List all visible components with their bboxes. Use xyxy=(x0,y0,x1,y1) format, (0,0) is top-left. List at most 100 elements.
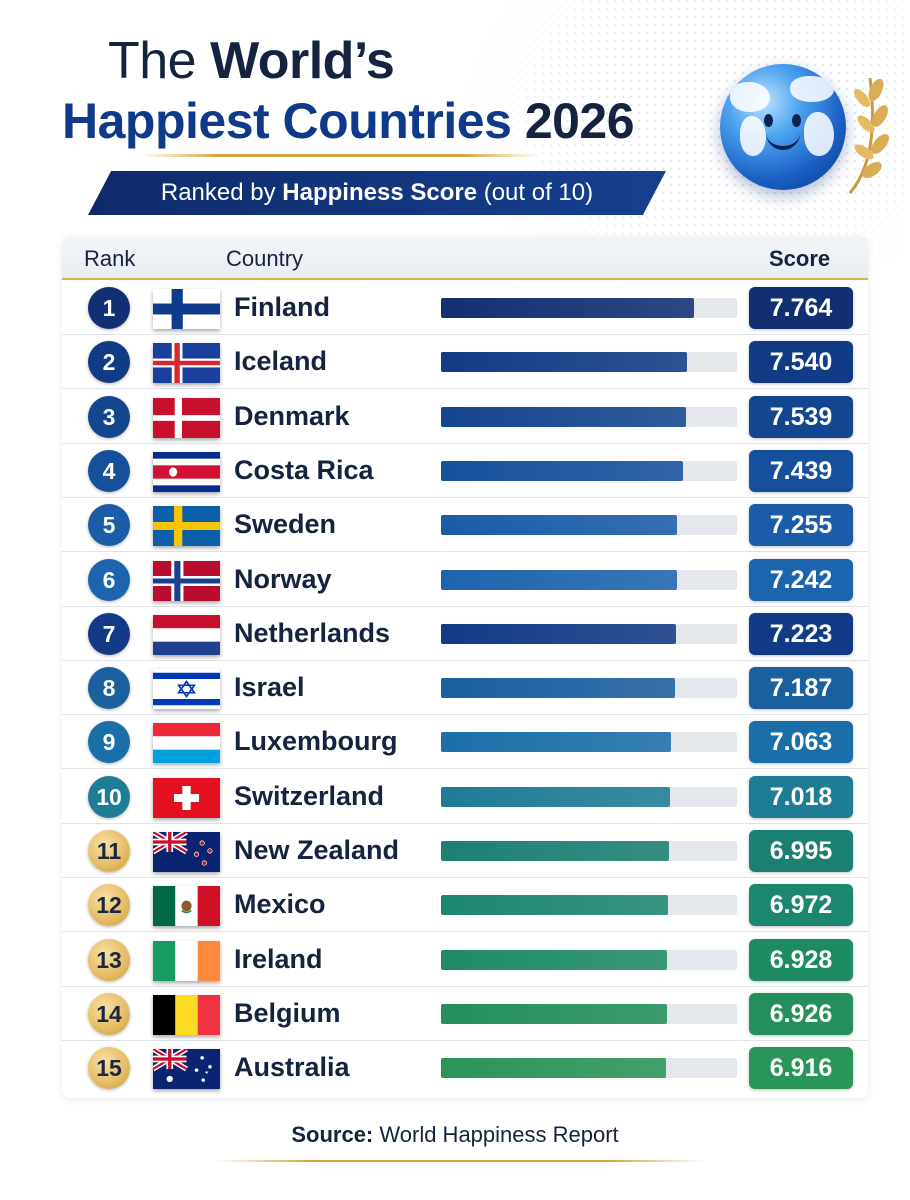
table-header: Rank Country Score xyxy=(62,236,868,280)
score-bar xyxy=(441,460,684,481)
table-row: 7 Netherlands 7.223 xyxy=(62,607,868,661)
country-name: Luxembourg xyxy=(234,726,398,757)
belgium-flag-icon xyxy=(153,994,220,1035)
globe-icon xyxy=(720,64,846,190)
subtitle-pre: Ranked by xyxy=(160,179,276,206)
table-row: 8 Israel 7.187 xyxy=(62,661,868,716)
bar-track xyxy=(441,406,737,427)
table-row: 15 Australia 6.916 xyxy=(62,1041,868,1095)
luxembourg-flag-icon xyxy=(153,723,220,764)
title-year: 2026 xyxy=(524,93,635,149)
country-name: Belgium xyxy=(234,997,341,1028)
country-name: Ireland xyxy=(234,943,323,974)
rank-badge: 5 xyxy=(88,504,130,547)
table-row: 11 New Zealand 6.995 xyxy=(62,824,868,878)
bar-track xyxy=(441,352,737,373)
rank-badge: 6 xyxy=(88,558,130,601)
score-bar xyxy=(441,569,677,590)
table-row: 14 Belgium 6.926 xyxy=(62,987,868,1041)
finland-flag-icon xyxy=(153,289,220,329)
bar-track xyxy=(441,895,737,916)
score-value: 6.926 xyxy=(749,992,853,1035)
title-divider xyxy=(140,154,540,157)
score-bar xyxy=(441,406,687,427)
country-name: Costa Rica xyxy=(234,454,374,485)
bar-track xyxy=(441,1003,737,1024)
country-name: Switzerland xyxy=(234,780,385,811)
bar-track xyxy=(441,786,737,807)
score-bar xyxy=(441,841,669,861)
score-bar xyxy=(441,732,671,753)
country-name: New Zealand xyxy=(234,835,400,865)
table-row: 10 Switzerland 7.018 xyxy=(62,770,868,824)
score-value: 7.018 xyxy=(749,775,853,818)
bar-track xyxy=(441,623,737,644)
score-value: 6.916 xyxy=(749,1047,853,1090)
rank-badge: 14 xyxy=(88,992,130,1035)
score-bar xyxy=(441,515,678,536)
ranking-table: Rank Country Score 1 Finland 7.764 2 Iceland… xyxy=(62,236,868,1098)
source-value: World Happiness Report xyxy=(379,1122,619,1147)
ireland-flag-icon xyxy=(153,940,220,981)
score-bar xyxy=(441,623,677,644)
title-line-2: Happiest Countries 2026 xyxy=(62,90,635,152)
title-happiest-countries: Happiest Countries xyxy=(62,93,512,149)
table-row: 9 Luxembourg 7.063 xyxy=(62,715,868,770)
iceland-flag-icon xyxy=(153,343,220,384)
rank-badge: 13 xyxy=(88,938,130,981)
subtitle-bold: Happiness Score xyxy=(282,179,478,206)
score-bar xyxy=(441,1003,667,1024)
table-row: 2 Iceland 7.540 xyxy=(62,335,868,390)
rank-badge: 8 xyxy=(88,667,130,710)
netherlands-flag-icon xyxy=(153,614,220,655)
score-bar xyxy=(441,1058,667,1079)
country-name: Australia xyxy=(234,1052,350,1083)
sweden-flag-icon xyxy=(153,506,220,547)
denmark-flag-icon xyxy=(153,397,220,438)
country-name: Denmark xyxy=(234,400,350,431)
bar-track xyxy=(441,732,737,753)
country-name: Netherlands xyxy=(234,617,391,648)
rank-badge: 1 xyxy=(88,287,130,329)
title-block: The World’s Happiest Countries 2026 xyxy=(62,32,635,152)
table-row: 3 Denmark 7.539 xyxy=(62,390,868,444)
table-row: 13 Ireland 6.928 xyxy=(62,933,868,987)
costa-rica-flag-icon xyxy=(153,451,220,492)
country-name: Sweden xyxy=(234,509,337,540)
rank-badge: 9 xyxy=(88,721,130,764)
score-bar xyxy=(441,678,675,699)
score-value: 7.439 xyxy=(749,449,853,492)
table-row: 6 Norway 7.242 xyxy=(62,553,868,607)
source-label: Source: xyxy=(291,1122,374,1147)
rank-badge: 3 xyxy=(88,395,130,438)
smiling-globe-icon xyxy=(710,58,900,208)
bar-track xyxy=(441,298,737,318)
bar-track xyxy=(441,460,737,481)
country-name: Finland xyxy=(234,292,330,322)
score-bar xyxy=(441,895,668,916)
country-name: Israel xyxy=(234,672,305,703)
title-line-1: The World’s xyxy=(62,32,634,90)
bar-track xyxy=(441,949,737,970)
bar-track xyxy=(441,515,737,536)
rank-badge: 10 xyxy=(88,775,130,818)
norway-flag-icon xyxy=(153,560,220,601)
table-row: 4 Costa Rica 7.439 xyxy=(62,444,868,498)
australia-flag-icon xyxy=(153,1049,220,1090)
score-value: 6.995 xyxy=(749,830,853,872)
score-bar xyxy=(441,786,670,807)
rank-badge: 4 xyxy=(88,449,130,492)
israel-flag-icon xyxy=(153,669,220,710)
new-zealand-flag-icon xyxy=(153,832,220,872)
score-value: 7.540 xyxy=(749,341,853,384)
score-value: 7.223 xyxy=(749,612,853,655)
bar-track xyxy=(441,1058,737,1079)
score-bar xyxy=(441,949,667,970)
score-value: 7.539 xyxy=(749,395,853,438)
score-bar xyxy=(441,352,687,373)
title-worlds: World’s xyxy=(210,32,395,90)
score-bar xyxy=(441,298,694,318)
source-note: Source: World Happiness Report xyxy=(0,1122,910,1148)
column-header-score: Score xyxy=(769,246,831,271)
table-row: 12 Mexico 6.972 xyxy=(62,878,868,933)
